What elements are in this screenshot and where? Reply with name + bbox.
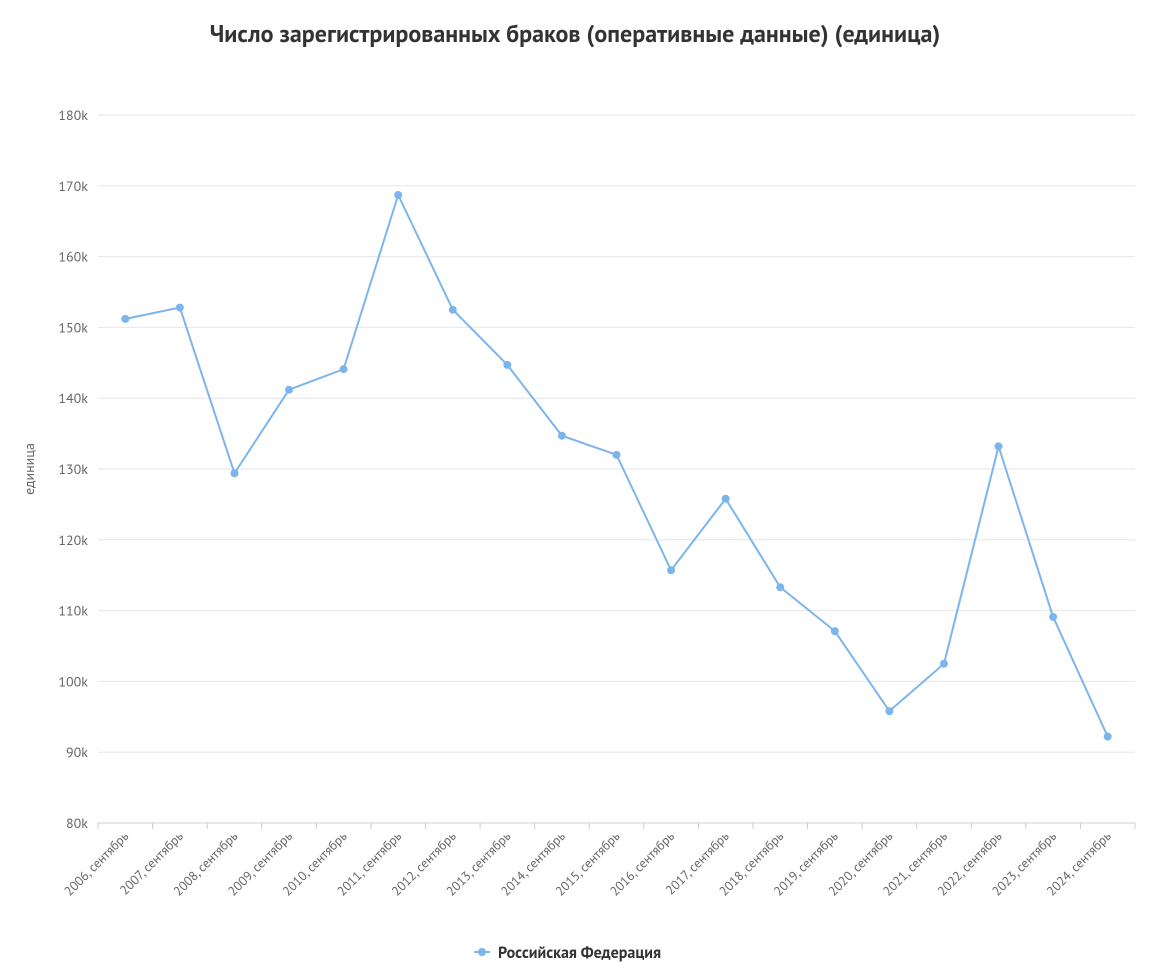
series-marker[interactable] [121,315,129,323]
series-marker[interactable] [831,627,839,635]
series-marker[interactable] [885,707,893,715]
series-marker[interactable] [449,306,457,314]
series-marker[interactable] [503,361,511,369]
series-marker[interactable] [558,432,566,440]
y-axis-title: единица [20,443,38,495]
y-tick-label: 100k [58,672,88,690]
x-minor-ticks [98,823,1135,829]
series-marker[interactable] [667,566,675,574]
chart-svg: 80k 90k 100k 110k 120k 130k 140k 150k 160k 170k 18… [0,49,1150,969]
y-tick-label: 170k [58,177,88,195]
y-tick-label: 160k [58,248,88,266]
y-tick-label: 90k [66,743,88,761]
legend[interactable]: Российская Федерация [474,943,661,963]
series-marker[interactable] [995,442,1003,450]
series-markers [121,191,1111,741]
y-tick-label: 110k [58,602,88,620]
series-marker[interactable] [1104,733,1112,741]
y-tick-label: 120k [58,531,88,549]
series-marker[interactable] [394,191,402,199]
y-tick-label: 150k [58,318,88,336]
series-line [125,195,1107,737]
y-tick-label: 140k [58,389,88,407]
chart-title: Число зарегистрированных браков (операти… [0,0,1150,49]
series-marker[interactable] [1049,613,1057,621]
series-marker[interactable] [176,304,184,312]
y-tick-label: 130k [58,460,88,478]
series-marker[interactable] [613,451,621,459]
legend-marker-icon [478,948,486,956]
series-marker[interactable] [722,495,730,503]
x-tick-labels: 2006, сентябрь2007, сентябрь2008, сентяб… [60,828,1114,900]
y-tick-labels: 80k 90k 100k 110k 120k 130k 140k 150k 160k 170k 18… [58,106,88,832]
y-tick-label: 180k [58,106,88,124]
series-marker[interactable] [285,386,293,394]
y-gridlines [98,115,1135,823]
series-marker[interactable] [230,469,238,477]
line-chart: Число зарегистрированных браков (операти… [0,0,1150,960]
y-tick-label: 80k [66,814,88,832]
series-marker[interactable] [940,660,948,668]
series-marker[interactable] [776,583,784,591]
series-marker[interactable] [340,365,348,373]
legend-label: Российская Федерация [498,943,661,963]
